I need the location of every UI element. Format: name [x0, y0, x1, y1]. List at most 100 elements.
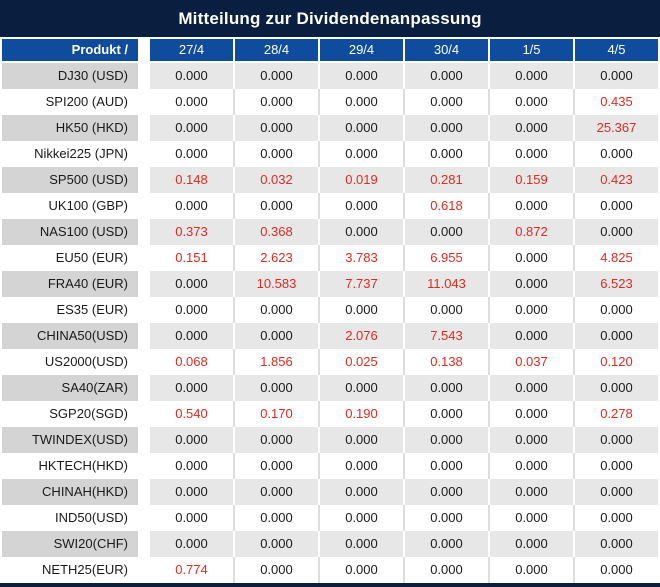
value-cell: 0.000 — [235, 323, 320, 349]
value-cell: 0.278 — [575, 401, 658, 427]
value-cell: 0.000 — [150, 505, 235, 531]
value-cell: 0.000 — [150, 453, 235, 479]
value-cell: 0.000 — [235, 141, 320, 167]
value-cell: 0.000 — [235, 375, 320, 401]
value-cell: 0.138 — [405, 349, 490, 375]
value-cell: 0.000 — [490, 557, 575, 583]
value-cell: 4.825 — [575, 245, 658, 271]
value-cell: 0.000 — [320, 193, 405, 219]
value-cell: 10.583 — [235, 271, 320, 297]
value-cell: 0.000 — [405, 557, 490, 583]
value-cell: 6.955 — [405, 245, 490, 271]
value-cell: 0.000 — [575, 323, 658, 349]
value-cell: 0.000 — [150, 427, 235, 453]
value-cell: 0.000 — [235, 115, 320, 141]
value-cell: 0.000 — [575, 453, 658, 479]
value-cell: 0.000 — [405, 453, 490, 479]
date-column-header: 28/4 — [235, 39, 320, 63]
product-cell: US2000(USD) — [2, 349, 150, 375]
value-cell: 0.000 — [150, 531, 235, 557]
date-column-header: 4/5 — [575, 39, 658, 63]
product-cell: SPI200 (AUD) — [2, 89, 150, 115]
date-column-header: 27/4 — [150, 39, 235, 63]
table-row: Nikkei225 (JPN) 0.000 0.000 0.000 0.000 0.000… — [2, 141, 658, 167]
value-cell: 0.000 — [235, 557, 320, 583]
product-cell: IND50(USD) — [2, 505, 150, 531]
value-cell: 0.000 — [320, 375, 405, 401]
value-cell: 0.000 — [320, 453, 405, 479]
value-cell: 0.618 — [405, 193, 490, 219]
value-cell: 0.000 — [490, 531, 575, 557]
value-cell: 0.000 — [575, 193, 658, 219]
value-cell: 0.000 — [490, 115, 575, 141]
table-row: EU50 (EUR) 0.151 2.623 3.783 6.955 0.000 4.825 — [2, 245, 658, 271]
value-cell: 0.423 — [575, 167, 658, 193]
value-cell: 0.000 — [235, 297, 320, 323]
value-cell: 0.000 — [575, 505, 658, 531]
value-cell: 0.000 — [575, 557, 658, 583]
value-cell: 0.000 — [490, 193, 575, 219]
value-cell: 0.373 — [150, 219, 235, 245]
value-cell: 0.435 — [575, 89, 658, 115]
value-cell: 0.000 — [490, 479, 575, 505]
value-cell: 0.000 — [405, 375, 490, 401]
date-column-header: 29/4 — [320, 39, 405, 63]
value-cell: 0.000 — [490, 245, 575, 271]
value-cell: 0.037 — [490, 349, 575, 375]
product-cell: ES35 (EUR) — [2, 297, 150, 323]
value-cell: 0.000 — [320, 297, 405, 323]
value-cell: 0.000 — [150, 63, 235, 89]
value-cell: 0.019 — [320, 167, 405, 193]
value-cell: 0.170 — [235, 401, 320, 427]
value-cell: 0.872 — [490, 219, 575, 245]
value-cell: 0.000 — [235, 193, 320, 219]
product-cell: NETH25(EUR) — [2, 557, 150, 583]
product-cell: CHINAH(HKD) — [2, 479, 150, 505]
value-cell: 6.523 — [575, 271, 658, 297]
value-cell: 0.068 — [150, 349, 235, 375]
table-row: SPI200 (AUD) 0.000 0.000 0.000 0.000 0.000 0.4… — [2, 89, 658, 115]
value-cell: 0.000 — [235, 89, 320, 115]
product-cell: Nikkei225 (JPN) — [2, 141, 150, 167]
bottom-bar — [0, 583, 660, 587]
table-row: SA40(ZAR) 0.000 0.000 0.000 0.000 0.000 0.000 — [2, 375, 658, 401]
table-row: NAS100 (USD) 0.373 0.368 0.000 0.000 0.872 0.0… — [2, 219, 658, 245]
value-cell: 0.000 — [405, 505, 490, 531]
value-cell: 0.000 — [490, 271, 575, 297]
value-cell: 0.000 — [320, 427, 405, 453]
value-cell: 0.000 — [235, 531, 320, 557]
value-cell: 0.000 — [320, 479, 405, 505]
value-cell: 0.000 — [575, 427, 658, 453]
value-cell: 0.000 — [405, 115, 490, 141]
value-cell: 0.151 — [150, 245, 235, 271]
value-cell: 3.783 — [320, 245, 405, 271]
table-row: ES35 (EUR) 0.000 0.000 0.000 0.000 0.000 0.000 — [2, 297, 658, 323]
product-cell: SA40(ZAR) — [2, 375, 150, 401]
product-cell: SP500 (USD) — [2, 167, 150, 193]
value-cell: 0.774 — [150, 557, 235, 583]
value-cell: 0.000 — [575, 479, 658, 505]
table-row: FRA40 (EUR) 0.000 10.583 7.737 11.043 0.000 6.… — [2, 271, 658, 297]
value-cell: 0.000 — [490, 141, 575, 167]
value-cell: 0.000 — [405, 63, 490, 89]
page-title: Mitteilung zur Dividendenanpassung — [178, 8, 482, 28]
table-row: SWI20(CHF) 0.000 0.000 0.000 0.000 0.000 0.000 — [2, 531, 658, 557]
value-cell: 0.000 — [235, 479, 320, 505]
table-row: IND50(USD) 0.000 0.000 0.000 0.000 0.000 0.000 — [2, 505, 658, 531]
product-cell: DJ30 (USD) — [2, 63, 150, 89]
table-body: DJ30 (USD) 0.000 0.000 0.000 0.000 0.000 0.000… — [2, 63, 658, 583]
value-cell: 0.190 — [320, 401, 405, 427]
product-cell: HK50 (HKD) — [2, 115, 150, 141]
value-cell: 0.000 — [405, 219, 490, 245]
value-cell: 0.000 — [405, 401, 490, 427]
table-row: UK100 (GBP) 0.000 0.000 0.000 0.618 0.000 0.00… — [2, 193, 658, 219]
value-cell: 0.000 — [150, 323, 235, 349]
value-cell: 0.120 — [575, 349, 658, 375]
product-cell: HKTECH(HKD) — [2, 453, 150, 479]
value-cell: 0.000 — [150, 141, 235, 167]
value-cell: 0.000 — [490, 297, 575, 323]
value-cell: 7.737 — [320, 271, 405, 297]
value-cell: 0.000 — [490, 453, 575, 479]
value-cell: 0.000 — [575, 297, 658, 323]
